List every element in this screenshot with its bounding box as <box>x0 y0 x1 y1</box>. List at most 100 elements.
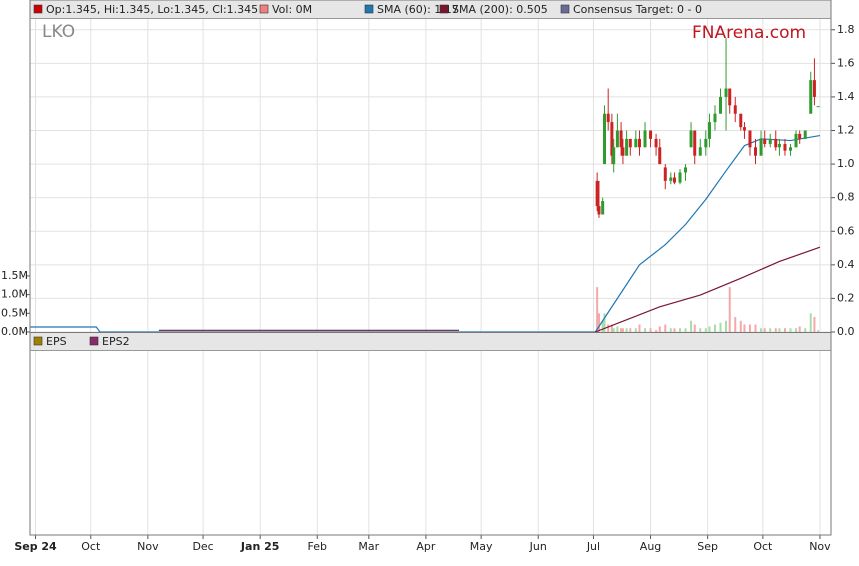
candle-body <box>739 113 743 128</box>
candle-body <box>684 167 688 173</box>
candle-body <box>698 147 702 156</box>
volume-bar <box>778 328 781 332</box>
y-tick-label: 1.4 <box>837 90 855 103</box>
volume-bar <box>684 328 687 332</box>
candle-body <box>742 127 746 131</box>
x-tick-label: Oct <box>753 540 773 553</box>
volume-bar <box>739 320 742 332</box>
candle-body <box>803 130 807 139</box>
volume-bar <box>809 313 812 332</box>
volume-bar <box>596 287 599 332</box>
y-tick-label: 0.0 <box>837 325 855 338</box>
candle-body <box>689 130 693 148</box>
candle-body <box>625 138 629 156</box>
legend-label: Consensus Target: 0 - 0 <box>573 3 702 16</box>
volume-bar <box>607 324 610 332</box>
y-tick-label: 0.8 <box>837 191 855 204</box>
x-tick-label: Dec <box>192 540 213 553</box>
volume-bar <box>669 328 672 332</box>
volume-bar <box>734 317 737 332</box>
volume-bar <box>693 324 696 332</box>
candle-body <box>704 138 708 148</box>
candle-body <box>595 180 599 207</box>
candle-body <box>719 96 723 114</box>
candle-body <box>812 80 816 97</box>
volume-bar <box>817 330 820 332</box>
volume-bar <box>603 313 606 332</box>
candle-body <box>615 130 619 148</box>
y-tick-label: 0.6 <box>837 224 855 237</box>
candle-body <box>672 177 676 183</box>
volume-bar <box>649 328 652 332</box>
ticker: LKO <box>42 22 75 42</box>
legend-swatch <box>439 4 449 14</box>
volume-bar <box>769 328 772 332</box>
candle-body <box>669 177 673 181</box>
legend-swatch <box>259 4 269 14</box>
watermark: FNArena.com <box>692 23 806 43</box>
y-tick-label: 0.4 <box>837 258 855 271</box>
volume-bar <box>610 324 613 332</box>
volume-bar <box>754 324 757 332</box>
volume-bar <box>719 322 722 332</box>
legend-label: SMA (200): 0.505 <box>452 3 548 16</box>
y2-tick-label: 0.0M <box>1 325 28 338</box>
legend-swatch <box>33 336 43 346</box>
candle-body <box>663 167 667 181</box>
volume-bar <box>616 326 619 332</box>
x-tick-label: Feb <box>308 540 327 553</box>
legend-label: Op:1.345, Hi:1.345, Lo:1.345, Cl:1.345 <box>46 3 258 16</box>
volume-bar <box>629 328 632 332</box>
volume-bar <box>789 328 792 332</box>
candle-body <box>707 122 711 139</box>
x-tick-label: Mar <box>358 540 379 553</box>
candle-body <box>654 138 658 148</box>
x-tick-label: Nov <box>809 540 831 553</box>
candle-body <box>798 133 802 139</box>
volume-bar <box>655 330 658 332</box>
volume-bar <box>783 328 786 332</box>
x-tick-label: Jul <box>586 540 600 553</box>
candle-body <box>643 130 647 148</box>
volume-bar <box>679 328 682 332</box>
volume-bar <box>713 324 716 332</box>
candle-body <box>774 138 778 148</box>
y2-tick-label: 1.0M <box>1 288 28 301</box>
x-tick-label: Apr <box>416 540 436 553</box>
candle-body <box>768 138 772 144</box>
volume-bar <box>634 328 637 332</box>
volume-bar <box>774 328 777 332</box>
frame <box>29 0 832 536</box>
candle-body <box>628 138 632 148</box>
candle-body <box>603 113 607 165</box>
candle-body <box>606 113 610 123</box>
volume-bar <box>625 328 628 332</box>
volume-bar <box>760 328 763 332</box>
x-tick-label: Aug <box>640 540 661 553</box>
candle-body <box>610 122 614 156</box>
volume-bar <box>621 328 624 332</box>
y-tick-label: 1.6 <box>837 56 855 69</box>
candle-body <box>754 147 758 156</box>
x-tick-label: Nov <box>137 540 159 553</box>
y-tick-label: 1.8 <box>837 23 855 36</box>
labels: Op:1.345, Hi:1.345, Lo:1.345, Cl:1.345 Vo… <box>1 3 854 553</box>
volume-bar <box>704 328 707 332</box>
sma-line <box>595 246 821 333</box>
x-tick-label: Jun <box>529 540 547 553</box>
candle-body <box>637 138 641 148</box>
candle-body <box>777 143 781 148</box>
legend-swatch <box>560 4 570 14</box>
candle-body <box>634 138 638 148</box>
candle-body <box>788 147 792 151</box>
lower-legend-strip <box>30 333 831 350</box>
volume-bar <box>708 326 711 332</box>
legend-label: SMA (60): 1.17 <box>377 3 459 16</box>
legend-label: EPS <box>46 335 67 348</box>
volume-bar <box>690 320 693 332</box>
candle-body <box>728 88 732 106</box>
y-tick-label: 1.2 <box>837 124 855 137</box>
y-tick-label: 0.2 <box>837 291 855 304</box>
candle-body <box>649 130 653 139</box>
